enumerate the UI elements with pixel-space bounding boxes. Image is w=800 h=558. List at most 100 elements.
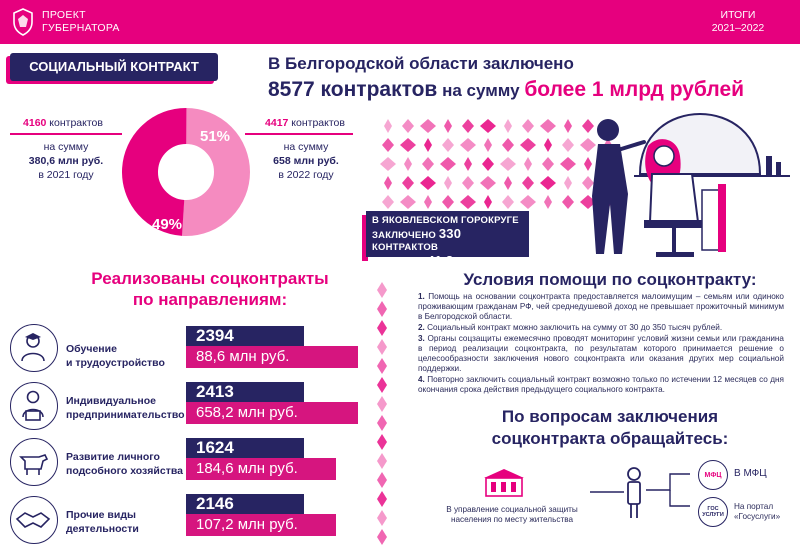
direction-sum-3: 184,6 млн руб. [186,458,336,480]
condition-item-1: 1. Помощь на основании соцконтракта пред… [418,292,784,322]
direction-sum-2: 658,2 млн руб. [186,402,358,424]
diamond-mark [420,176,436,190]
sum-2022: 658 млн руб. [273,155,339,167]
diamond-mark [544,138,552,152]
diamond-mark [424,138,432,152]
direction-count-4: 2146 [186,494,304,514]
diamond-mark [377,510,387,526]
direction-label-2: Индивидуальное предпринимательство [66,395,185,421]
direction-sum-1: 88,6 млн руб. [186,346,358,368]
diamond-mark [377,434,387,450]
donut-label-2021: 49% [152,216,183,233]
cow-icon [10,438,58,486]
year-label-2021: в 2021 году [38,169,94,181]
education-icon [10,324,58,372]
diamond-mark [564,119,572,133]
yakovlev-l3c: МЛН РУБ. [453,256,504,268]
business-icon [10,382,58,430]
diamond-mark [522,119,534,133]
diamond-mark [462,176,474,190]
diamond-mark [562,138,574,152]
conditions-list: 1. Помощь на основании соцконтракта пред… [418,292,784,396]
direction-label-3: Развитие личного подсобного хозяйства [66,451,183,477]
diamond-mark [377,377,387,393]
totals-label: ИТОГИ 2021–2022 [711,9,765,34]
direction-label-4: Прочие виды деятельности [66,509,139,535]
headline-count: 8577 контрактов [268,78,438,101]
year-label-2022: в 2022 году [278,169,334,181]
diamond-mark [504,119,512,133]
sum-2021: 380,6 млн руб. [28,155,104,167]
diamond-mark [580,138,596,152]
headline-line2: 8577 контрактов на сумму более 1 млрд ру… [268,78,744,102]
direction-count-1: 2394 [186,326,304,346]
diamond-mark [442,195,454,209]
diamond-mark [382,138,394,152]
diamond-mark [384,176,392,190]
hairdresser-illustration-icon [592,112,790,257]
unit-2022: контрактов [288,117,345,129]
header-bar: ПРОЕКТ ГУБЕРНАТОРА ИТОГИ 2021–2022 [0,0,800,44]
diamond-mark [582,119,594,133]
headline-line1: В Белгородской области заключено [268,54,574,73]
count-2022: 4417 [265,117,289,129]
diamond-mark [440,157,456,171]
conditions-title: Условия помощи по соцконтракту: [463,270,757,289]
diamond-mark [564,176,572,190]
yakovlev-line3: НА СУММУ 41,8 МЛН РУБ. [372,254,523,270]
diamond-mark [500,157,516,171]
condition-item-2: 2. Социальный контракт можно заключить н… [418,323,723,333]
person-connector-icon [590,467,690,518]
diamond-mark [444,176,452,190]
diamond-mark [377,301,387,317]
donut-label-2022: 51% [200,128,231,145]
diamond-mark [464,157,472,171]
diamond-mark [377,529,387,545]
diamond-mark [460,138,476,152]
section-label: СОЦИАЛЬНЫЙ КОНТРАКТ [10,53,218,81]
direction-label-1: Обучение и трудоустройство [66,343,165,369]
diamond-mark [422,157,434,171]
unit-2021: контрактов [46,117,103,129]
donut-chart [122,108,250,236]
direction-count-2: 2413 [186,382,304,402]
sum-label-2022: на сумму [283,141,329,153]
diamond-mark [502,138,514,152]
diamond-mark [584,157,592,171]
gosuslugi-icon: ГОС УСЛУГИ [698,497,728,527]
diamond-mark [482,157,494,171]
contacts-title: По вопросам заключения соцконтракта обра… [491,407,729,448]
diamond-mark [442,138,454,152]
connector-2022 [245,133,353,135]
headline-sum: более 1 млрд рублей [524,78,745,101]
diamond-separator-icon [377,282,387,545]
yakovlev-l2a: ЗАКЛЮЧЕНО [372,229,439,241]
direction-count-3: 1624 [186,438,304,458]
diamond-mark [502,195,514,209]
project-title: ПРОЕКТ ГУБЕРНАТОРА [42,9,120,34]
diamond-mark [480,119,496,133]
diamond-mark [484,138,492,152]
diamond-mark [384,119,392,133]
donut-segment-2021 [122,108,250,236]
diamond-mark [400,138,416,152]
diamond-mark [377,339,387,355]
diamond-mark [542,157,554,171]
diamond-mark [520,138,536,152]
sum-label-2021: на сумму [43,141,89,153]
social-protection-label: В управление социальной защиты населения… [446,505,578,524]
yakovlev-line2: ЗАКЛЮЧЕНО 330 КОНТРАКТОВ [372,225,523,255]
diamond-mark [580,195,596,209]
diamond-mark [480,176,496,190]
diamond-mark [562,195,574,209]
diamond-mark [444,119,452,133]
diamond-mark [377,396,387,412]
condition-item-3: 3. Органы соцзащиты ежемесячно проводят … [418,333,784,374]
diamond-mark [420,119,436,133]
diamond-mark [522,176,534,190]
yakovlev-count: 330 [438,225,462,241]
diamond-mark [540,119,556,133]
year-2021-block: 4160 контрактов [8,116,118,130]
yakovlev-accent [362,215,368,261]
diamond-mark [382,195,394,209]
